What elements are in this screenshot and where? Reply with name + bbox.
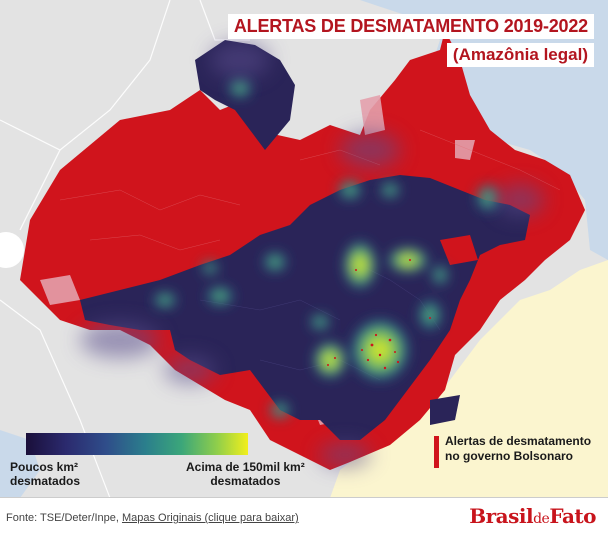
title-box: ALERTAS DE DESMATAMENTO 2019-2022 (Amazô… xyxy=(227,14,594,67)
heat-blobs xyxy=(151,76,502,420)
download-maps-link[interactable]: Mapas Originais (clique para baixar) xyxy=(121,512,299,524)
map-area: ALERTAS DE DESMATAMENTO 2019-2022 (Amazô… xyxy=(0,0,608,498)
logo-part1: Brasil xyxy=(469,504,534,528)
rest-of-brazil xyxy=(330,260,608,498)
map-subtitle: (Amazônia legal) xyxy=(446,43,594,67)
alert-legend-line2: no governo Bolsonaro xyxy=(445,449,574,463)
legend-low-line2: desmatados xyxy=(10,474,81,488)
source-text: Fonte: TSE/Deter/Inpe, xyxy=(6,512,119,524)
source-footer: Fonte: TSE/Deter/Inpe, Mapas Originais (… xyxy=(6,512,299,524)
logo-part3: Fato xyxy=(549,504,596,528)
brasil-de-fato-logo: BrasildeFato xyxy=(469,504,596,528)
map-title: ALERTAS DE DESMATAMENTO 2019-2022 xyxy=(227,14,594,39)
density-legend-bar xyxy=(26,433,248,455)
alert-speckles xyxy=(327,259,431,370)
legend-high-line2: desmatados xyxy=(210,474,281,488)
legend-low-line1: Poucos km² xyxy=(10,460,79,474)
alert-legend-text: Alertas de desmatamento no governo Bolso… xyxy=(445,434,608,464)
legend-high-label: Acima de 150mil km² desmatados xyxy=(186,460,305,488)
alert-legend-line1: Alertas de desmatamento xyxy=(445,434,592,448)
legend-high-line1: Acima de 150mil km² xyxy=(186,460,305,474)
legend-low-label: Poucos km² desmatados xyxy=(10,460,80,488)
amazon-deforestation-map xyxy=(0,0,608,498)
alert-swatch xyxy=(434,436,439,468)
logo-part2: de xyxy=(533,511,550,527)
